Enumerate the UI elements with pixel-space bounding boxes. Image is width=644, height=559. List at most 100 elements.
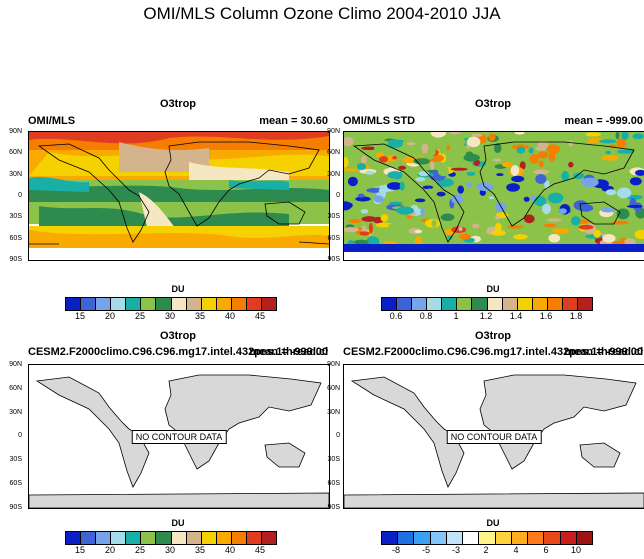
colorbar-swatch — [382, 298, 398, 310]
panel-mean-label: mean = -999.00 — [564, 346, 643, 358]
std-contour-blob — [450, 167, 468, 171]
std-contour-blob — [577, 204, 594, 212]
std-contour-blob — [387, 171, 403, 179]
colorbar-tick-label: 0.6 — [389, 311, 403, 321]
colorbar-tick-label: -5 — [421, 545, 431, 555]
std-contour-blob — [413, 189, 424, 198]
colorbar-swatch — [412, 298, 428, 310]
std-contour-blob — [573, 172, 585, 180]
lat-label: 30S — [327, 213, 340, 220]
panel-title: O3trop — [474, 330, 512, 342]
panel-left-label: OMI/MLS STD — [343, 115, 416, 127]
panel-cesm2-diff: O3trop mean = -999.00 CESM2.F2000climo.C… — [343, 330, 644, 555]
std-contour-blob — [601, 154, 619, 161]
lat-label: 60N — [327, 149, 340, 156]
std-contour-blob — [415, 177, 426, 182]
colorbar-swatch — [457, 298, 473, 310]
std-contour-blob — [621, 132, 629, 140]
std-contour-blob — [537, 151, 549, 159]
std-contour-blob — [360, 209, 369, 214]
lat-label: 0 — [18, 432, 22, 439]
std-contour-blob — [629, 177, 642, 186]
colorbar-swatch — [186, 532, 202, 544]
colorbar-swatch — [544, 532, 561, 544]
colorbar-swatch — [442, 298, 458, 310]
std-contour-blob — [406, 142, 416, 146]
colorbar-tick-label: 1 — [453, 311, 459, 321]
map-omi-mls-std — [343, 131, 644, 261]
lat-label: 60N — [327, 385, 340, 392]
panel-title: O3trop — [159, 330, 197, 342]
colorbar-swatch — [141, 298, 157, 310]
std-contour-blob — [605, 150, 612, 155]
std-contour-blob — [436, 178, 454, 187]
colorbar-swatch — [398, 532, 415, 544]
std-contour-blob — [386, 182, 403, 190]
std-contour-blob — [571, 142, 589, 151]
std-contour-blob — [420, 207, 425, 217]
colorbar-swatch — [66, 532, 82, 544]
colorbar-swatch — [216, 532, 232, 544]
colorbar-swatch — [96, 298, 112, 310]
std-contour-blob — [388, 201, 403, 205]
std-contour-blob — [616, 208, 630, 220]
colorbar-swatch — [81, 298, 97, 310]
std-contour-blob — [398, 165, 407, 170]
figure-title: OMI/MLS Column Ozone Climo 2004-2010 JJA — [143, 4, 501, 23]
colorbar-tick-label: 20 — [104, 545, 116, 555]
std-contour-blob — [568, 140, 574, 147]
colorbar-swatch — [560, 532, 577, 544]
std-contour-blob — [399, 181, 405, 191]
lat-label: 90N — [327, 361, 340, 368]
lat-label: 0 — [336, 432, 340, 439]
colorbar-tick-label: 35 — [194, 545, 206, 555]
colorbar-swatch — [126, 532, 142, 544]
std-contour-blob — [501, 161, 513, 168]
colorbar-tick-label: 1.4 — [509, 311, 523, 321]
colorbar-tick-label: 35 — [194, 311, 206, 321]
std-contour-blob — [510, 165, 520, 176]
colorbar-unit: DU — [171, 518, 185, 528]
lat-label: 60N — [9, 385, 22, 392]
std-contour-blob — [361, 146, 377, 151]
std-contour-blob — [632, 133, 644, 140]
std-contour-blob — [394, 231, 406, 239]
land-mask — [29, 374, 329, 508]
land-mask — [344, 374, 644, 508]
panel-mean-label: mean = -999.00 — [249, 346, 328, 358]
lat-label: 30N — [9, 409, 22, 416]
map-omi-mls — [28, 131, 330, 261]
lat-label: 60S — [327, 480, 340, 487]
std-contour-blob — [568, 211, 584, 216]
colorbar-swatch — [111, 298, 127, 310]
colorbar-swatch — [96, 532, 112, 544]
colorbar-tick-label: -3 — [451, 545, 461, 555]
colorbar-tick-label: -8 — [391, 545, 401, 555]
colorbar-tick-label: 4 — [513, 545, 519, 555]
std-contour-blob — [429, 161, 435, 170]
colorbar-swatch — [578, 298, 593, 310]
lat-label: 90S — [327, 256, 340, 263]
std-contour-blob — [493, 143, 502, 154]
colorbar — [65, 531, 277, 545]
std-contour-blob — [548, 152, 556, 162]
std-contour-blob — [494, 202, 507, 212]
std-contour-blob — [467, 136, 481, 148]
std-contour-blob — [466, 182, 473, 188]
colorbar-swatch — [141, 532, 157, 544]
colorbar-swatch — [171, 298, 187, 310]
colorbar-tick-label: 30 — [164, 545, 176, 555]
std-contour-blob — [513, 234, 528, 240]
colorbar-tick-label: 15 — [74, 545, 86, 555]
colorbar-swatch — [111, 532, 127, 544]
colorbar-tick-label: 2 — [483, 545, 489, 555]
colorbar-unit: DU — [171, 284, 185, 294]
colorbar-swatch — [562, 298, 579, 310]
std-contour-blob — [437, 166, 450, 177]
std-contour-blob — [546, 144, 560, 155]
lat-label: 90S — [9, 256, 22, 263]
std-contour-blob — [359, 231, 370, 236]
std-contour-blob — [535, 174, 547, 184]
colorbar-swatch — [487, 298, 503, 310]
std-contour-blob — [355, 196, 371, 202]
